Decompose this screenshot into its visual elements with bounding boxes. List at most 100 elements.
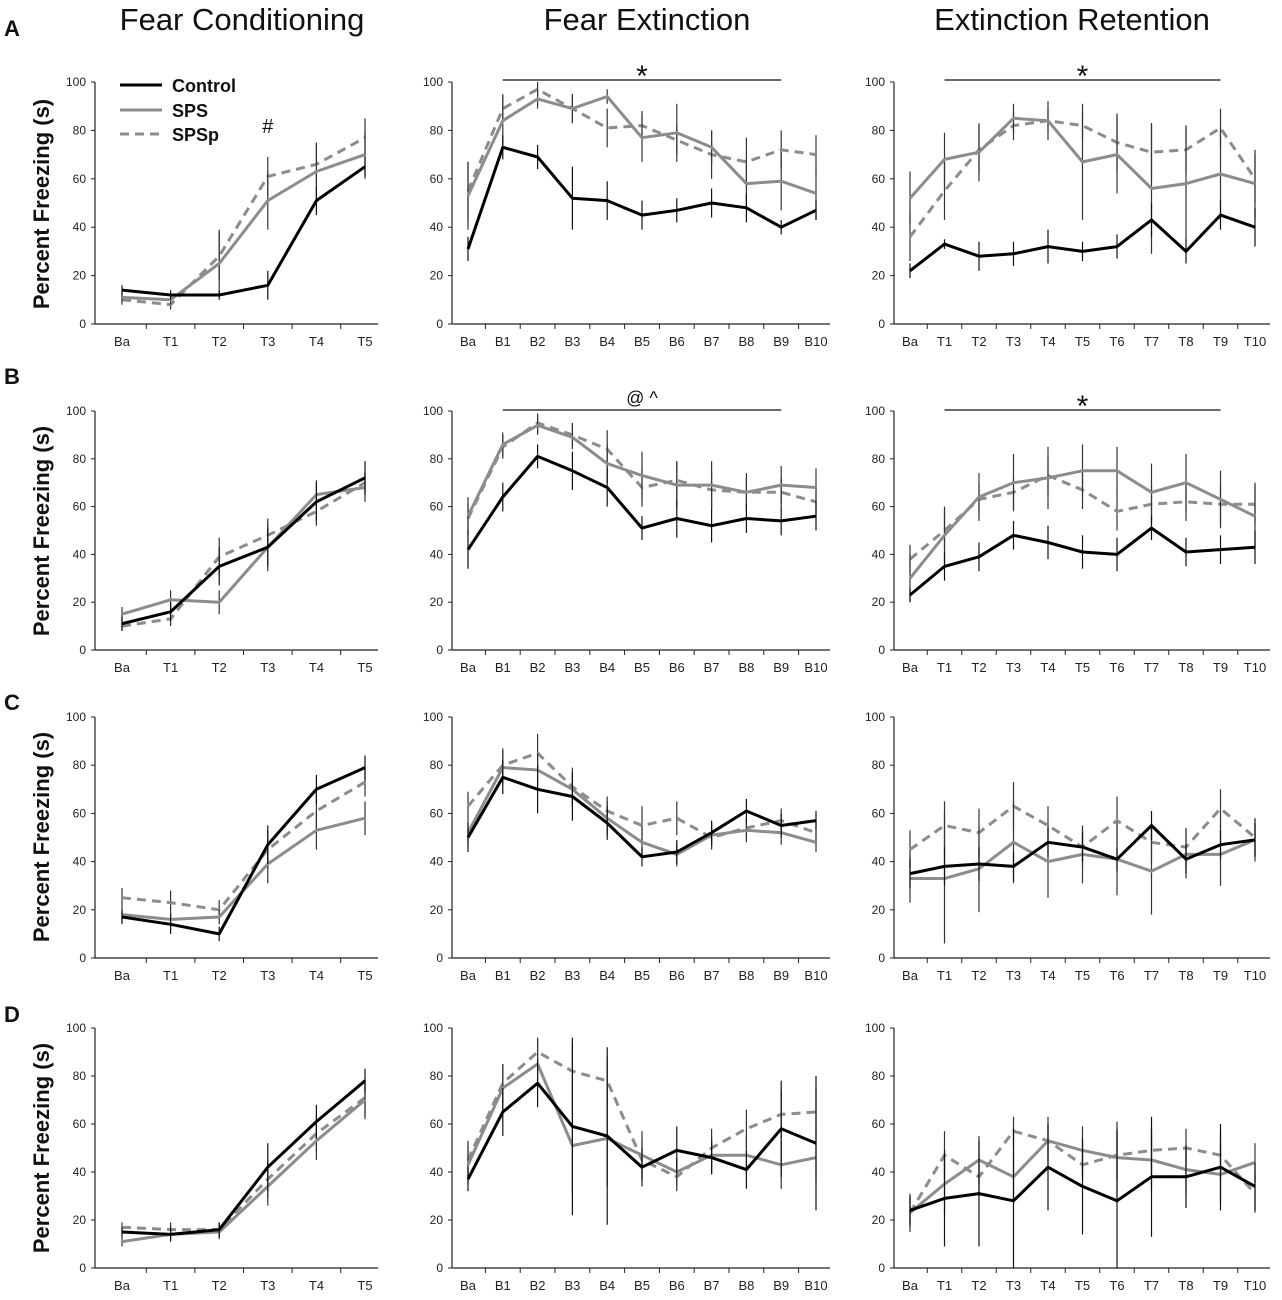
x-tick-label-t1: T1 xyxy=(937,660,952,675)
y-tick-label: 0 xyxy=(878,317,885,331)
y-tick-label: 80 xyxy=(872,123,886,137)
x-tick-label-ba: Ba xyxy=(902,660,919,675)
x-tick-label-b2: B2 xyxy=(530,334,546,349)
x-tick-label-b4: B4 xyxy=(599,660,615,675)
x-tick-label-b2: B2 xyxy=(530,1278,546,1293)
series-line-sps xyxy=(908,469,1256,580)
row-label-d: D xyxy=(4,1002,20,1027)
y-tick-label: 0 xyxy=(878,1261,885,1275)
column-title-fear-extinction: Fear Extinction xyxy=(544,2,751,37)
y-tick-label: 60 xyxy=(430,806,444,820)
x-tick-label-t5: T5 xyxy=(1075,660,1090,675)
x-tick-label-b6: B6 xyxy=(669,660,685,675)
x-tick-label-t4: T4 xyxy=(1040,660,1055,675)
x-tick-label-b8: B8 xyxy=(738,660,754,675)
x-tick-label-t1: T1 xyxy=(163,660,178,675)
x-tick-label-t4: T4 xyxy=(309,660,324,675)
chart-panel-a2: 0 20 40 60 80 100 Ba B1 B2 B3 B4 B5 B6 B7 B8 B9 B10 * xyxy=(423,60,830,349)
series-line-control xyxy=(909,526,1256,597)
y-tick-label: 20 xyxy=(73,903,87,917)
legend-label-spsp: SPSp xyxy=(172,125,219,145)
x-tick-label-b10: B10 xyxy=(804,968,827,983)
y-tick-label: 60 xyxy=(430,172,444,186)
x-tick-label-t2: T2 xyxy=(212,1278,227,1293)
x-tick-label-t9: T9 xyxy=(1213,968,1228,983)
x-tick-label-t1: T1 xyxy=(937,1278,952,1293)
x-tick-label-t9: T9 xyxy=(1213,334,1228,349)
chart-panel-c1: 0 20 40 60 80 100 Ba T1 T2 T3 T4 T5 xyxy=(66,710,378,983)
series-line-sps xyxy=(121,1098,366,1244)
x-tick-label-t6: T6 xyxy=(1109,968,1124,983)
y-tick-label: 20 xyxy=(73,1213,87,1227)
significance-marker: * xyxy=(1077,60,1089,93)
y-tick-label: 100 xyxy=(423,75,443,89)
chart-panel-a3: 0 20 40 60 80 100 Ba T1 T2 T3 T4 T5 T6 T7 T8 T9 T10 * xyxy=(865,60,1270,349)
x-tick-label-ba: Ba xyxy=(460,660,477,675)
x-tick-label-b6: B6 xyxy=(669,1278,685,1293)
x-tick-label-t8: T8 xyxy=(1178,968,1193,983)
y-tick-label: 100 xyxy=(865,710,885,724)
x-tick-label-ba: Ba xyxy=(460,968,477,983)
x-tick-label-t8: T8 xyxy=(1178,1278,1193,1293)
x-tick-label-t4: T4 xyxy=(1040,968,1055,983)
x-tick-label-b5: B5 xyxy=(634,1278,650,1293)
x-tick-label-t4: T4 xyxy=(309,1278,324,1293)
y-tick-label: 20 xyxy=(872,1213,886,1227)
y-tick-label: 100 xyxy=(865,75,885,89)
y-tick-label: 40 xyxy=(73,547,87,561)
x-tick-label-t8: T8 xyxy=(1178,660,1193,675)
y-tick-label: 80 xyxy=(73,452,87,466)
series-line-control xyxy=(466,145,817,250)
y-tick-label: 60 xyxy=(872,1117,886,1131)
x-tick-label-t10: T10 xyxy=(1244,334,1266,349)
y-tick-label: 80 xyxy=(430,758,444,772)
x-tick-label-b10: B10 xyxy=(804,660,827,675)
x-tick-label-t4: T4 xyxy=(1040,334,1055,349)
y-tick-label: 60 xyxy=(872,500,886,514)
x-tick-label-b7: B7 xyxy=(704,968,720,983)
y-tick-label: 0 xyxy=(79,1261,86,1275)
x-tick-label-t3: T3 xyxy=(260,968,275,983)
y-tick-label: 40 xyxy=(430,547,444,561)
x-tick-label-b7: B7 xyxy=(704,660,720,675)
legend-label-sps: SPS xyxy=(172,101,208,121)
series-line-sps xyxy=(466,423,817,517)
x-tick-label-b7: B7 xyxy=(704,1278,720,1293)
y-tick-label: 80 xyxy=(73,758,87,772)
y-tick-label: 80 xyxy=(430,1069,444,1083)
y-tick-label: 20 xyxy=(872,903,886,917)
y-tick-label: 0 xyxy=(79,951,86,965)
series-line-control xyxy=(121,1079,366,1236)
series-line-sps xyxy=(466,766,817,856)
y-tick-label: 0 xyxy=(436,951,443,965)
x-tick-label-ba: Ba xyxy=(460,334,477,349)
x-tick-label-t2: T2 xyxy=(212,334,227,349)
series-line-sps xyxy=(121,816,366,921)
x-tick-label-b3: B3 xyxy=(564,1278,580,1293)
y-axis-label-row-c: Percent Freezing (s) xyxy=(29,732,54,942)
x-tick-label-t1: T1 xyxy=(163,334,178,349)
y-tick-label: 100 xyxy=(423,710,443,724)
x-tick-label-t3: T3 xyxy=(1006,660,1021,675)
x-tick-label-t5: T5 xyxy=(357,334,372,349)
x-tick-label-b3: B3 xyxy=(564,334,580,349)
chart-panel-b1: 0 20 40 60 80 100 Ba T1 T2 T3 T4 T5 xyxy=(66,404,378,675)
x-tick-label-ba: Ba xyxy=(902,968,919,983)
x-tick-label-t5: T5 xyxy=(1075,1278,1090,1293)
x-tick-label-b2: B2 xyxy=(530,660,546,675)
row-label-c: C xyxy=(4,690,20,715)
y-tick-label: 20 xyxy=(872,269,886,283)
x-tick-label-b8: B8 xyxy=(738,1278,754,1293)
y-tick-label: 40 xyxy=(73,220,87,234)
x-tick-label-ba: Ba xyxy=(114,968,131,983)
y-tick-label: 60 xyxy=(872,806,886,820)
x-tick-label-t10: T10 xyxy=(1244,968,1266,983)
x-tick-label-ba: Ba xyxy=(114,1278,131,1293)
x-tick-label-ba: Ba xyxy=(902,1278,919,1293)
y-tick-label: 40 xyxy=(73,1165,87,1179)
y-tick-label: 0 xyxy=(436,317,443,331)
y-tick-label: 100 xyxy=(66,75,86,89)
x-tick-label-b9: B9 xyxy=(773,660,789,675)
chart-panel-a1: 0 20 40 60 80 100 Ba T1 T2 T3 T4 T5 # xyxy=(66,75,378,349)
